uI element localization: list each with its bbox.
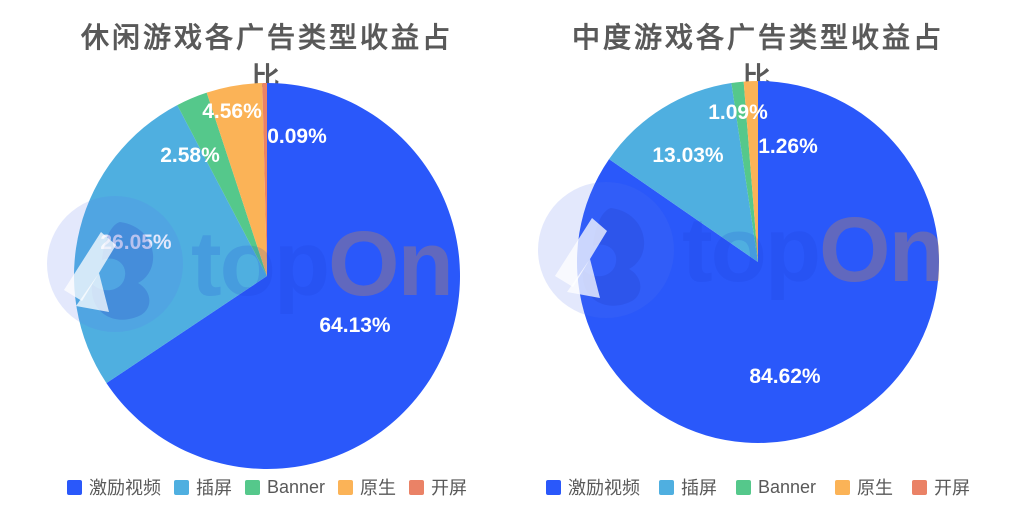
slice-labels: 84.62% 13.03% 1.09% 1.26% bbox=[558, 62, 958, 462]
chart-title: 休闲游戏各广告类型收益占比 bbox=[80, 22, 453, 93]
pie-casual: 64.13%26.05%2.58%4.56%0.09% topOn bbox=[47, 76, 467, 476]
pie-slice-4 bbox=[262, 83, 267, 276]
legend-label: 插屏 bbox=[680, 478, 717, 498]
legend-item-1: 插屏 bbox=[173, 474, 232, 500]
legend-swatch-icon bbox=[912, 479, 928, 495]
legend-item-2: Banner bbox=[735, 476, 817, 498]
legend-swatch-icon bbox=[735, 479, 751, 495]
pie-slice-2 bbox=[731, 81, 758, 262]
slice-percent-label-0: 64.13% bbox=[319, 314, 391, 337]
legend-midcore: 激励视频 插屏 Banner 原生 开屏 bbox=[545, 474, 970, 500]
legend-item-4: 开屏 bbox=[409, 474, 467, 500]
legend-item-1: 插屏 bbox=[658, 474, 717, 500]
slice-percent-label-3: 4.56% bbox=[202, 100, 262, 123]
legend-swatch-icon bbox=[658, 479, 674, 495]
legend-swatch-icon bbox=[835, 479, 851, 495]
legend-swatch-icon bbox=[545, 479, 561, 495]
legend-casual: 激励视频 插屏 Banner 原生 开屏 bbox=[57, 474, 477, 500]
legend-label: 原生 bbox=[360, 478, 397, 498]
legend-swatch-icon bbox=[244, 479, 260, 495]
pie-svg bbox=[577, 81, 940, 443]
legend-item-2: Banner bbox=[244, 476, 326, 498]
slice-percent-label-4: 0.09% bbox=[267, 125, 327, 148]
legend-swatch-icon bbox=[66, 479, 82, 495]
legend-label: Banner bbox=[757, 476, 817, 497]
pie-slice-0 bbox=[106, 83, 461, 469]
legend-label: 开屏 bbox=[431, 478, 468, 498]
slice-percent-label-1: 13.03% bbox=[652, 144, 724, 167]
legend-label: 原生 bbox=[857, 478, 894, 498]
legend-label: 激励视频 bbox=[88, 478, 161, 498]
pie-svg bbox=[74, 83, 461, 469]
pie-slice-1 bbox=[74, 105, 267, 384]
slice-percent-label-3: 1.26% bbox=[758, 135, 818, 158]
pie-slice-2 bbox=[177, 92, 267, 276]
slice-labels: 64.13% 26.05% 2.58% 4.56% 0.09% bbox=[67, 76, 467, 476]
legend-item-4: 开屏 bbox=[912, 474, 970, 500]
slice-percent-label-2: 2.58% bbox=[160, 144, 220, 167]
legend-label: 开屏 bbox=[934, 478, 971, 498]
slice-percent-label-0: 84.62% bbox=[749, 365, 821, 388]
chart-midcore-games: 中度游戏各广告类型收益占比 84.62%13.03%1.09%1.26% top… bbox=[511, 0, 1021, 517]
legend-swatch-icon bbox=[173, 479, 189, 495]
legend-item-0: 激励视频 bbox=[66, 474, 161, 500]
pie-slice-3 bbox=[743, 81, 758, 262]
pie-slice-1 bbox=[609, 82, 758, 262]
pie-slice-3 bbox=[206, 83, 267, 276]
legend-item-0: 激励视频 bbox=[545, 474, 640, 500]
chart-casual-games: 休闲游戏各广告类型收益占比 64.13% 26.05% 2.58% 4.56% 0.09… bbox=[47, 22, 477, 500]
legend-swatch-icon bbox=[409, 479, 425, 495]
legend-item-3: 原生 bbox=[338, 474, 396, 500]
legend-swatch-icon bbox=[338, 479, 354, 495]
pie-slice-0 bbox=[577, 81, 940, 443]
chart-title: 中度游戏各广告类型收益占比 bbox=[571, 22, 944, 93]
legend-item-3: 原生 bbox=[835, 474, 893, 500]
legend-label: 激励视频 bbox=[567, 478, 640, 498]
slice-percent-label-2: 1.09% bbox=[708, 101, 768, 124]
pie-midcore: 84.62%13.03%1.09%1.26% topOn bbox=[538, 62, 958, 462]
legend-label: 插屏 bbox=[195, 478, 232, 498]
legend-label: Banner bbox=[266, 476, 326, 497]
slice-percent-label-1: 26.05% bbox=[100, 231, 172, 254]
